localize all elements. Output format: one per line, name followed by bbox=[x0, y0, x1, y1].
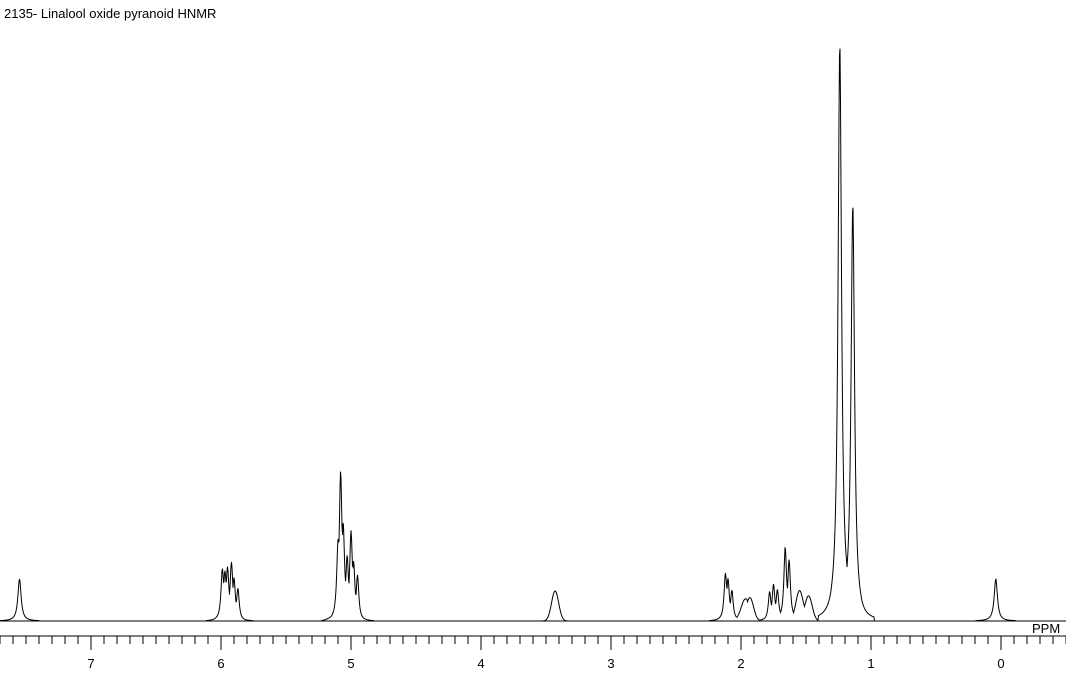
tick-label: 6 bbox=[217, 656, 224, 671]
tick-label: 3 bbox=[607, 656, 614, 671]
tick-label: 7 bbox=[87, 656, 94, 671]
tick-label: 1 bbox=[867, 656, 874, 671]
nmr-spectrum: 0 1 2 3 4 5 6 7 PPM bbox=[0, 0, 1066, 691]
axis-label: PPM bbox=[1032, 621, 1060, 636]
tick-label: 2 bbox=[737, 656, 744, 671]
tick-label: 4 bbox=[477, 656, 484, 671]
spectrum-trace bbox=[0, 49, 1066, 621]
tick-label: 0 bbox=[997, 656, 1004, 671]
tick-label: 5 bbox=[347, 656, 354, 671]
